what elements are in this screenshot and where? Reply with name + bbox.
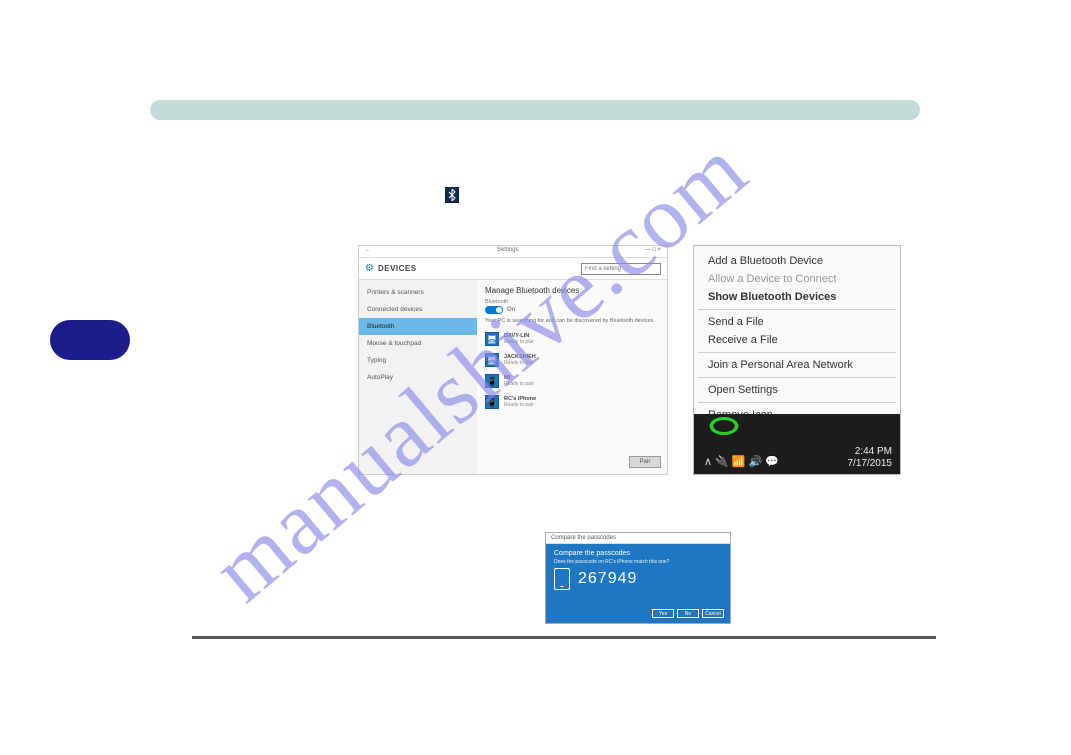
tray-date: 7/17/2015 [848, 458, 893, 470]
tray-context-panel: Add a Bluetooth Device Allow a Device to… [693, 245, 901, 475]
pair-button[interactable]: Pair [629, 456, 661, 468]
menu-separator [698, 377, 896, 378]
toggle-switch-icon [485, 306, 503, 314]
nav-typing[interactable]: Typing [359, 352, 477, 369]
passcode-number: 267949 [578, 570, 637, 588]
bluetooth-label: Bluetooth [485, 299, 659, 305]
content-heading: Manage Bluetooth devices [485, 286, 659, 295]
device-status: Ready to pair [504, 402, 536, 408]
device-item[interactable]: 📱 RC's iPhone Ready to pair [485, 393, 659, 411]
nav-printers[interactable]: Printers & scanners [359, 284, 477, 301]
window-controls[interactable]: — □ × [645, 247, 661, 256]
menu-separator [698, 402, 896, 403]
cancel-button[interactable]: Cancel [702, 609, 724, 618]
device-status: Ready to pair [504, 339, 534, 345]
ctx-receive-file[interactable]: Receive a File [694, 331, 900, 349]
nav-connected-devices[interactable]: Connected devices [359, 301, 477, 318]
section-header-bar [150, 100, 920, 120]
phone-icon [554, 568, 570, 590]
nav-autoplay[interactable]: AutoPlay [359, 369, 477, 386]
app-name: Settings [497, 247, 519, 256]
settings-content: Manage Bluetooth devices Bluetooth On Yo… [477, 280, 667, 474]
menu-separator [698, 309, 896, 310]
device-status: Ready to pair [504, 381, 534, 387]
bluetooth-icon [445, 187, 459, 203]
device-status: Ready to pair [504, 360, 536, 366]
device-icon: 📱 [485, 395, 499, 409]
device-icon: 📱 [485, 374, 499, 388]
no-button[interactable]: No [677, 609, 699, 618]
settings-window: ← Settings — □ × ⚙ DEVICES Printers & sc… [358, 245, 668, 475]
device-item[interactable]: 🖥 JACKSHIEH Ready to pair [485, 351, 659, 369]
nav-mouse[interactable]: Mouse & touchpad [359, 335, 477, 352]
bluetooth-glyph-icon [448, 189, 456, 201]
taskbar-tray: ∧ 🔌 📶 🔊 💬 2:44 PM 7/17/2015 [694, 414, 900, 474]
device-item[interactable]: 🖥 DAVY-LIN Ready to pair [485, 330, 659, 348]
ctx-allow-connect: Allow a Device to Connect [694, 270, 900, 288]
yes-button[interactable]: Yes [652, 609, 674, 618]
passcode-dialog: Compare the passcodes Compare the passco… [545, 532, 731, 624]
nav-bluetooth[interactable]: Bluetooth [359, 318, 477, 335]
page-marker-pill [50, 320, 130, 360]
bluetooth-toggle[interactable]: On [485, 306, 659, 314]
page-title: DEVICES [378, 264, 417, 273]
tray-time: 2:44 PM [848, 446, 893, 458]
ctx-join-pan[interactable]: Join a Personal Area Network [694, 356, 900, 374]
passcode-heading: Compare the passcodes [554, 550, 722, 557]
passcode-hint: Does the passcode on RC's iPhone match t… [554, 559, 722, 565]
ctx-open-settings[interactable]: Open Settings [694, 381, 900, 399]
tray-clock[interactable]: 2:44 PM 7/17/2015 [848, 446, 893, 470]
footer-rule [192, 636, 936, 639]
menu-separator [698, 352, 896, 353]
back-button[interactable]: ← [365, 247, 371, 256]
window-titlebar: ← Settings — □ × [359, 246, 667, 258]
ctx-send-file[interactable]: Send a File [694, 313, 900, 331]
settings-header: ⚙ DEVICES [359, 258, 667, 280]
tray-icons[interactable]: ∧ 🔌 📶 🔊 💬 [704, 455, 779, 468]
ctx-show-devices[interactable]: Show Bluetooth Devices [694, 288, 900, 306]
toggle-state: On [507, 307, 515, 313]
settings-nav: Printers & scanners Connected devices Bl… [359, 280, 477, 474]
device-icon: 🖥 [485, 353, 499, 367]
dialog-title: Compare the passcodes [546, 533, 730, 544]
device-item[interactable]: 📱 MI Ready to pair [485, 372, 659, 390]
device-icon: 🖥 [485, 332, 499, 346]
gear-icon: ⚙ [365, 263, 374, 274]
search-input[interactable] [581, 263, 661, 275]
ctx-add-device[interactable]: Add a Bluetooth Device [694, 252, 900, 270]
context-menu: Add a Bluetooth Device Allow a Device to… [694, 246, 900, 430]
highlight-circle-icon [710, 417, 739, 435]
searching-text: Your PC is searching for and can be disc… [485, 318, 659, 324]
